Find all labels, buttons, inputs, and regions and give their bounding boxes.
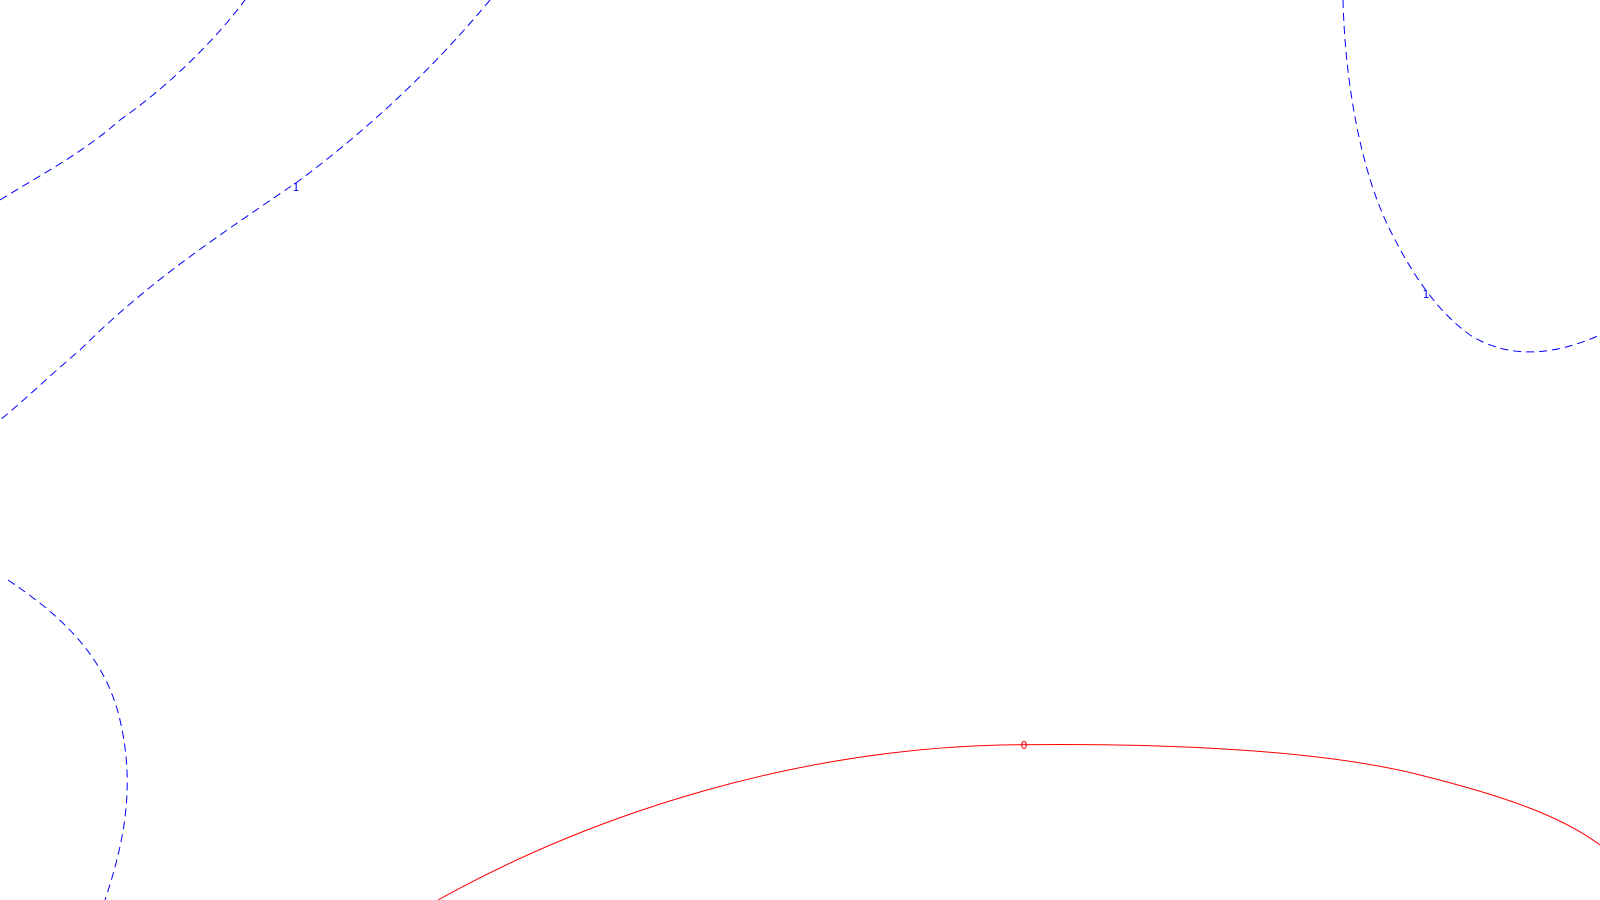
contour-line-red-bottom — [437, 743, 1600, 900]
contour-label-top-left: 1 — [293, 181, 300, 194]
contour-label-bottom: 0 — [1021, 739, 1028, 752]
contour-line-blue-bottom-left — [7, 579, 128, 900]
contour-label-top-right: 1 — [1423, 288, 1430, 301]
contour-line-blue-top-left-outer — [0, 0, 246, 201]
contour-line-blue-top-left-inner — [0, 0, 491, 421]
